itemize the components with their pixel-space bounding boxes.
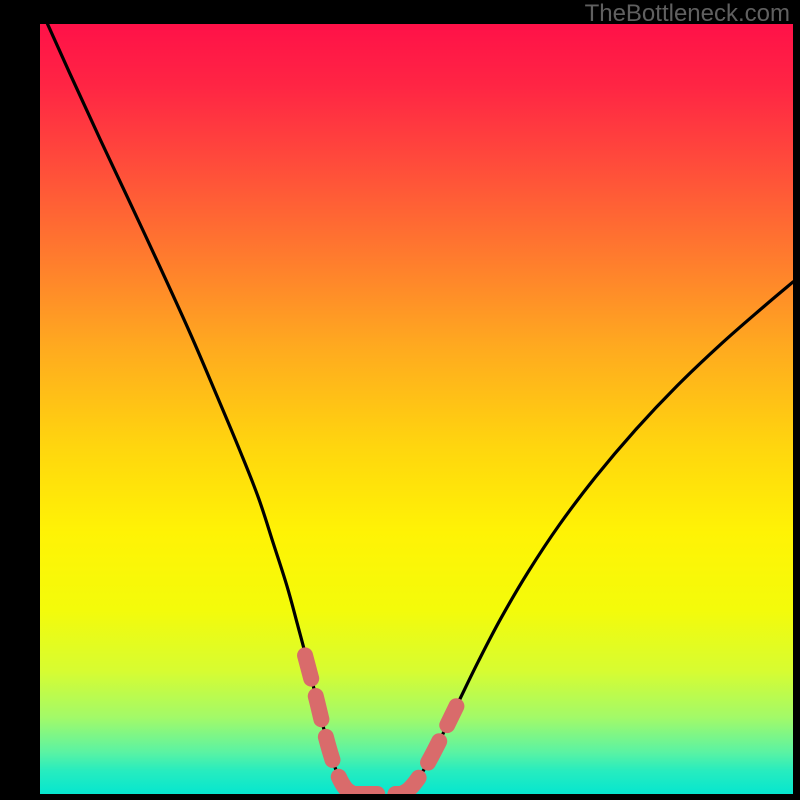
- overlay-right-overlay: [401, 706, 456, 794]
- curve-right-curve: [401, 282, 793, 794]
- chart-container: TheBottleneck.com: [0, 0, 800, 800]
- plot-area: [40, 24, 793, 794]
- curve-svg: [40, 24, 793, 794]
- watermark-text: TheBottleneck.com: [585, 0, 790, 28]
- overlay-left-overlay: [305, 655, 353, 794]
